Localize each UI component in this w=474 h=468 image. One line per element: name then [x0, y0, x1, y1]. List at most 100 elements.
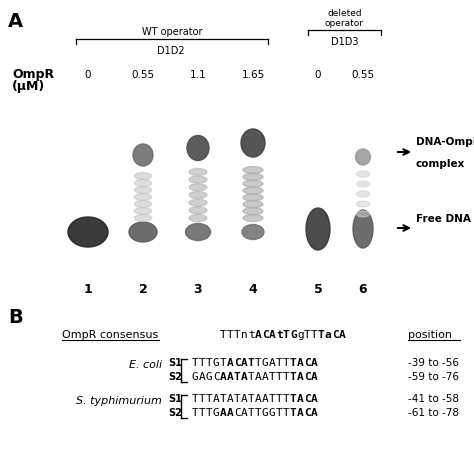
Ellipse shape	[135, 193, 152, 200]
Text: 1.1: 1.1	[190, 70, 206, 80]
Ellipse shape	[353, 210, 373, 248]
Text: G: G	[262, 408, 269, 418]
Ellipse shape	[189, 207, 207, 214]
Text: B: B	[8, 308, 23, 327]
Text: T: T	[276, 358, 283, 368]
Ellipse shape	[356, 149, 371, 165]
Text: S2: S2	[168, 408, 182, 418]
Ellipse shape	[189, 199, 207, 206]
Text: A: A	[269, 358, 276, 368]
Text: A: A	[262, 372, 269, 382]
Text: G: G	[192, 372, 199, 382]
Text: -59 to -76: -59 to -76	[408, 372, 459, 382]
Text: A: A	[297, 372, 304, 382]
Text: T: T	[255, 358, 262, 368]
Text: Free DNA: Free DNA	[416, 214, 471, 224]
Text: T: T	[276, 372, 283, 382]
Ellipse shape	[189, 191, 207, 198]
Text: A: A	[241, 372, 248, 382]
Text: A: A	[220, 372, 227, 382]
Text: T: T	[206, 358, 213, 368]
Text: T: T	[269, 372, 276, 382]
Text: T: T	[269, 394, 276, 404]
Text: T: T	[276, 408, 283, 418]
Text: T: T	[248, 372, 255, 382]
Ellipse shape	[189, 184, 207, 191]
Text: T: T	[206, 408, 213, 418]
Text: T: T	[248, 358, 255, 368]
Text: A: A	[241, 408, 248, 418]
Text: T: T	[283, 394, 290, 404]
Ellipse shape	[187, 136, 209, 161]
Ellipse shape	[243, 187, 263, 194]
Text: A: A	[241, 358, 248, 368]
Text: A: A	[255, 372, 262, 382]
Text: G: G	[290, 330, 297, 340]
Ellipse shape	[241, 129, 265, 157]
Text: A: A	[339, 330, 346, 340]
Text: A: A	[262, 394, 269, 404]
Text: A: A	[297, 394, 304, 404]
Ellipse shape	[135, 173, 152, 180]
Text: T: T	[199, 358, 206, 368]
Text: T: T	[248, 394, 255, 404]
Text: a: a	[325, 330, 332, 340]
Text: G: G	[206, 372, 213, 382]
Text: deleted
operator: deleted operator	[325, 8, 364, 28]
Text: T: T	[220, 330, 227, 340]
Text: G: G	[262, 358, 269, 368]
Text: C: C	[304, 394, 311, 404]
Text: 1: 1	[83, 283, 92, 296]
Ellipse shape	[243, 173, 263, 180]
Text: T: T	[276, 394, 283, 404]
Text: A: A	[227, 358, 234, 368]
Ellipse shape	[189, 168, 207, 176]
Ellipse shape	[189, 176, 207, 183]
Text: C: C	[262, 330, 269, 340]
Ellipse shape	[356, 171, 370, 177]
Text: complex: complex	[416, 159, 465, 169]
Text: G: G	[213, 408, 220, 418]
Ellipse shape	[243, 201, 263, 208]
Text: G: G	[213, 358, 220, 368]
Text: C: C	[234, 358, 241, 368]
Text: A: A	[269, 330, 276, 340]
Text: A: A	[297, 358, 304, 368]
Text: T: T	[220, 358, 227, 368]
Ellipse shape	[242, 225, 264, 240]
Ellipse shape	[243, 180, 263, 187]
Ellipse shape	[356, 201, 370, 207]
Text: D1D2: D1D2	[157, 46, 184, 56]
Text: T: T	[290, 394, 297, 404]
Text: 4: 4	[249, 283, 257, 296]
Text: g: g	[297, 330, 304, 340]
Text: E. coli: E. coli	[129, 360, 162, 370]
Ellipse shape	[243, 167, 263, 174]
Text: T: T	[248, 408, 255, 418]
Text: A: A	[255, 394, 262, 404]
Text: 0: 0	[85, 70, 91, 80]
Text: A: A	[227, 372, 234, 382]
Text: T: T	[283, 330, 290, 340]
Ellipse shape	[243, 208, 263, 215]
Text: A: A	[311, 408, 318, 418]
Text: T: T	[318, 330, 325, 340]
Text: T: T	[192, 394, 199, 404]
Text: G: G	[269, 408, 276, 418]
Text: 3: 3	[194, 283, 202, 296]
Text: 0.55: 0.55	[131, 70, 155, 80]
Text: T: T	[206, 394, 213, 404]
Text: -41 to -58: -41 to -58	[408, 394, 459, 404]
Text: position: position	[408, 330, 452, 340]
Ellipse shape	[243, 214, 263, 221]
Text: n: n	[241, 330, 248, 340]
Text: A: A	[311, 394, 318, 404]
Text: A: A	[311, 358, 318, 368]
Text: C: C	[304, 358, 311, 368]
Text: A: A	[255, 330, 262, 340]
Text: T: T	[290, 408, 297, 418]
Text: T: T	[199, 408, 206, 418]
Text: T: T	[199, 394, 206, 404]
Ellipse shape	[306, 208, 330, 250]
Text: A: A	[220, 408, 227, 418]
